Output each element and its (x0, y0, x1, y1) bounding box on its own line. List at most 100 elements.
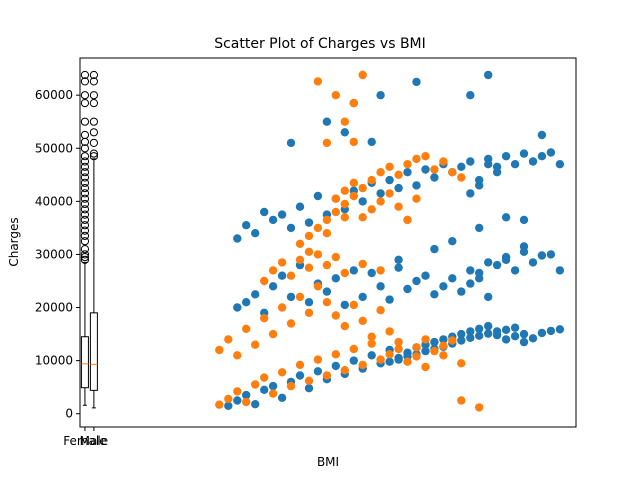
scatter-point (277, 210, 287, 219)
scatter-point (322, 138, 332, 148)
scatter-point (286, 292, 296, 302)
scatter-point (367, 339, 376, 348)
scatter-point (394, 337, 403, 347)
scatter-point (385, 162, 394, 171)
scatter-point (412, 194, 421, 203)
scatter-point (412, 154, 421, 164)
scatter-point (501, 213, 511, 222)
scatter-point (233, 351, 242, 360)
boxplot-outlier (80, 144, 90, 153)
scatter-point (466, 333, 475, 342)
scatter-point (313, 191, 323, 201)
scatter-point (331, 274, 340, 283)
boxplot-outlier (80, 130, 90, 140)
scatter-point (394, 263, 403, 272)
scatter-point (385, 295, 394, 304)
scatter-point (340, 268, 349, 278)
scatter-point (313, 77, 323, 86)
scatter-point (421, 346, 430, 356)
y-axis-label: Charges (7, 217, 21, 266)
scatter-point (215, 400, 224, 409)
boxplot-outlier (89, 91, 98, 100)
scatter-point (519, 329, 529, 339)
scatter-point (466, 157, 475, 166)
scatter-point (260, 276, 269, 286)
scatter-point (215, 345, 224, 355)
scatter-point (457, 336, 466, 345)
scatter-point (286, 223, 296, 233)
scatter-point (528, 157, 538, 166)
y-tick-label: 60000 (35, 88, 73, 102)
scatter-point (349, 137, 358, 147)
scatter-point (358, 360, 367, 370)
boxplot-female (80, 70, 90, 406)
scatter-point (242, 298, 251, 307)
scatter-point (439, 341, 448, 350)
scatter-point (304, 376, 314, 385)
scatter-point (322, 229, 332, 238)
scatter-point (466, 327, 475, 336)
boxplot-outlier (80, 70, 90, 80)
scatter-point (358, 183, 367, 193)
scatter-point (376, 355, 385, 364)
scatter-point (546, 148, 556, 157)
scatter-point (260, 207, 269, 217)
scatter-point (322, 260, 332, 270)
scatter-point (295, 202, 305, 211)
scatter-point (304, 384, 314, 393)
scatter-point (376, 282, 385, 291)
scatter-point (358, 259, 367, 269)
scatter-point (457, 162, 466, 171)
scatter-point (412, 181, 421, 190)
scatter-point (340, 117, 349, 126)
scatter-point (510, 266, 520, 275)
scatter-point (358, 197, 367, 206)
scatter-point (286, 381, 296, 391)
scatter-point (277, 368, 287, 377)
scatter-point (394, 183, 403, 193)
boxplot-outlier (89, 70, 98, 80)
scatter-point (519, 337, 529, 347)
boxplot-outlier (80, 237, 90, 246)
scatter-point (322, 298, 332, 307)
scatter-point (358, 292, 367, 302)
scatter-point (277, 303, 287, 312)
scatter-point (421, 362, 430, 372)
scatter-point (367, 137, 376, 147)
scatter-point (546, 250, 556, 259)
y-tick-label: 10000 (35, 354, 73, 368)
scatter-point (242, 390, 251, 400)
x-tick-label: Male (80, 434, 108, 448)
scatter-point (313, 223, 323, 233)
scatter-point (340, 199, 349, 209)
scatter-point (457, 329, 466, 339)
scatter-point (242, 324, 251, 333)
scatter-point (268, 215, 278, 225)
scatter-point (457, 287, 466, 296)
scatter-point (537, 130, 547, 140)
scatter-point (501, 325, 511, 334)
scatter-point (268, 389, 278, 398)
boxplot-outlier (89, 149, 98, 158)
scatter-point (295, 360, 305, 370)
scatter-point (304, 231, 314, 241)
scatter-point (475, 331, 484, 340)
scatter-point (475, 324, 484, 333)
scatter-point (528, 334, 538, 343)
scatter-point (412, 77, 421, 87)
scatter-point (492, 260, 502, 270)
scatter-point (376, 189, 385, 198)
scatter-point (349, 191, 358, 201)
scatter-point (412, 343, 421, 352)
scatter-point (224, 401, 233, 410)
scatter-point (484, 321, 493, 331)
scatter-point (286, 271, 296, 280)
scatter-point (322, 117, 332, 126)
boxplot-outlier (80, 215, 90, 224)
boxplot-outlier (89, 152, 98, 161)
scatter-point (367, 351, 376, 360)
scatter-point (331, 194, 340, 203)
boxplot-outlier (80, 221, 90, 230)
